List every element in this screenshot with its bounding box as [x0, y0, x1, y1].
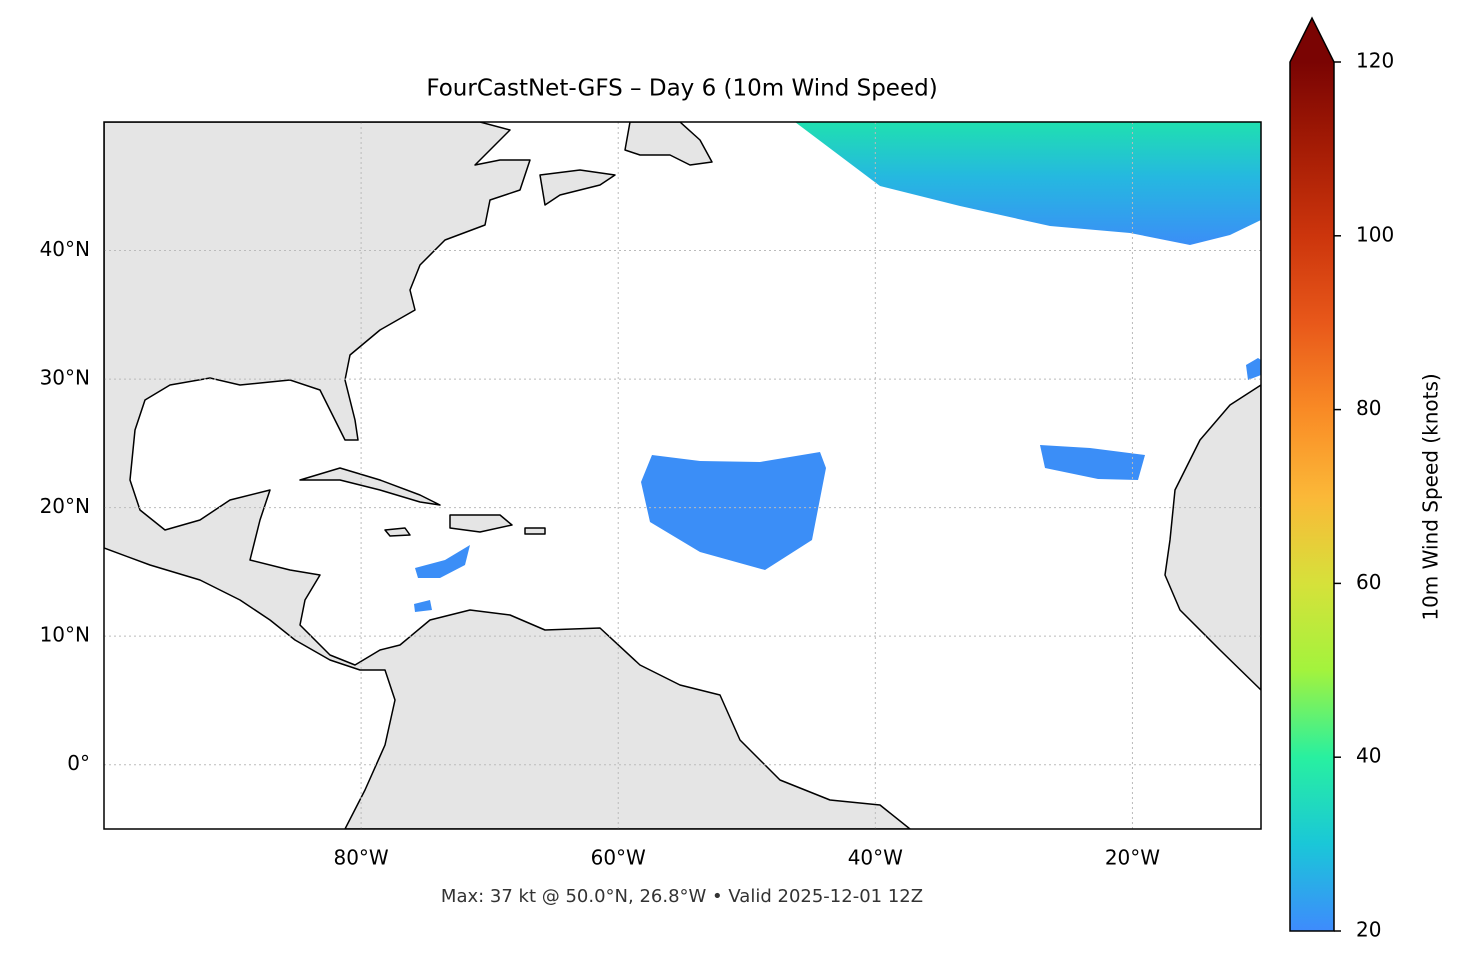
land: [299, 467, 441, 506]
x-tick-label: 80°W: [333, 846, 388, 870]
wind-field: [414, 600, 432, 612]
colorbar-tick-label: 20: [1356, 918, 1381, 942]
colorbar-frame: [1289, 16, 1335, 932]
map-layer: [104, 122, 1261, 829]
colorbar-extend: [1290, 18, 1334, 62]
land: [524, 527, 546, 535]
land: [624, 122, 713, 166]
land: [104, 122, 911, 829]
colorbar: 20 40 60 80 100 120: [1289, 16, 1394, 942]
land: [539, 169, 616, 206]
x-tick-label: 40°W: [848, 846, 903, 870]
wind-field: [641, 452, 826, 570]
y-tick-label: 0°: [67, 751, 90, 775]
land: [449, 514, 513, 533]
wind-field: [1246, 358, 1261, 380]
wind-field: [1040, 445, 1145, 480]
land: [384, 527, 411, 537]
chart-title: FourCastNet-GFS – Day 6 (10m Wind Speed): [426, 76, 937, 102]
y-tick-label: 20°N: [40, 494, 90, 518]
wind-field: [795, 122, 1261, 245]
y-tick-label: 10°N: [40, 623, 90, 647]
x-tick-label: 20°W: [1105, 846, 1160, 870]
colorbar-scale: [1290, 62, 1334, 931]
colorbar-tick-label: 40: [1356, 744, 1381, 768]
wind-field: [415, 545, 470, 578]
annotation: Max: 37 kt @ 50.0°N, 26.8°W • Valid 2025…: [441, 886, 923, 907]
colorbar-tick-label: 100: [1356, 222, 1394, 246]
colorbar-label: 10m Wind Speed (knots): [1419, 373, 1443, 620]
y-tick-label: 30°N: [40, 366, 90, 390]
colorbar-tick-label: 80: [1356, 396, 1381, 420]
colorbar-tick-label: 60: [1356, 570, 1381, 594]
map-frame: [103, 121, 1262, 830]
colorbar-tick-label: 120: [1356, 49, 1394, 73]
land: [1164, 384, 1261, 691]
y-tick-label: 40°N: [40, 237, 90, 261]
x-tick-label: 60°W: [591, 846, 646, 870]
